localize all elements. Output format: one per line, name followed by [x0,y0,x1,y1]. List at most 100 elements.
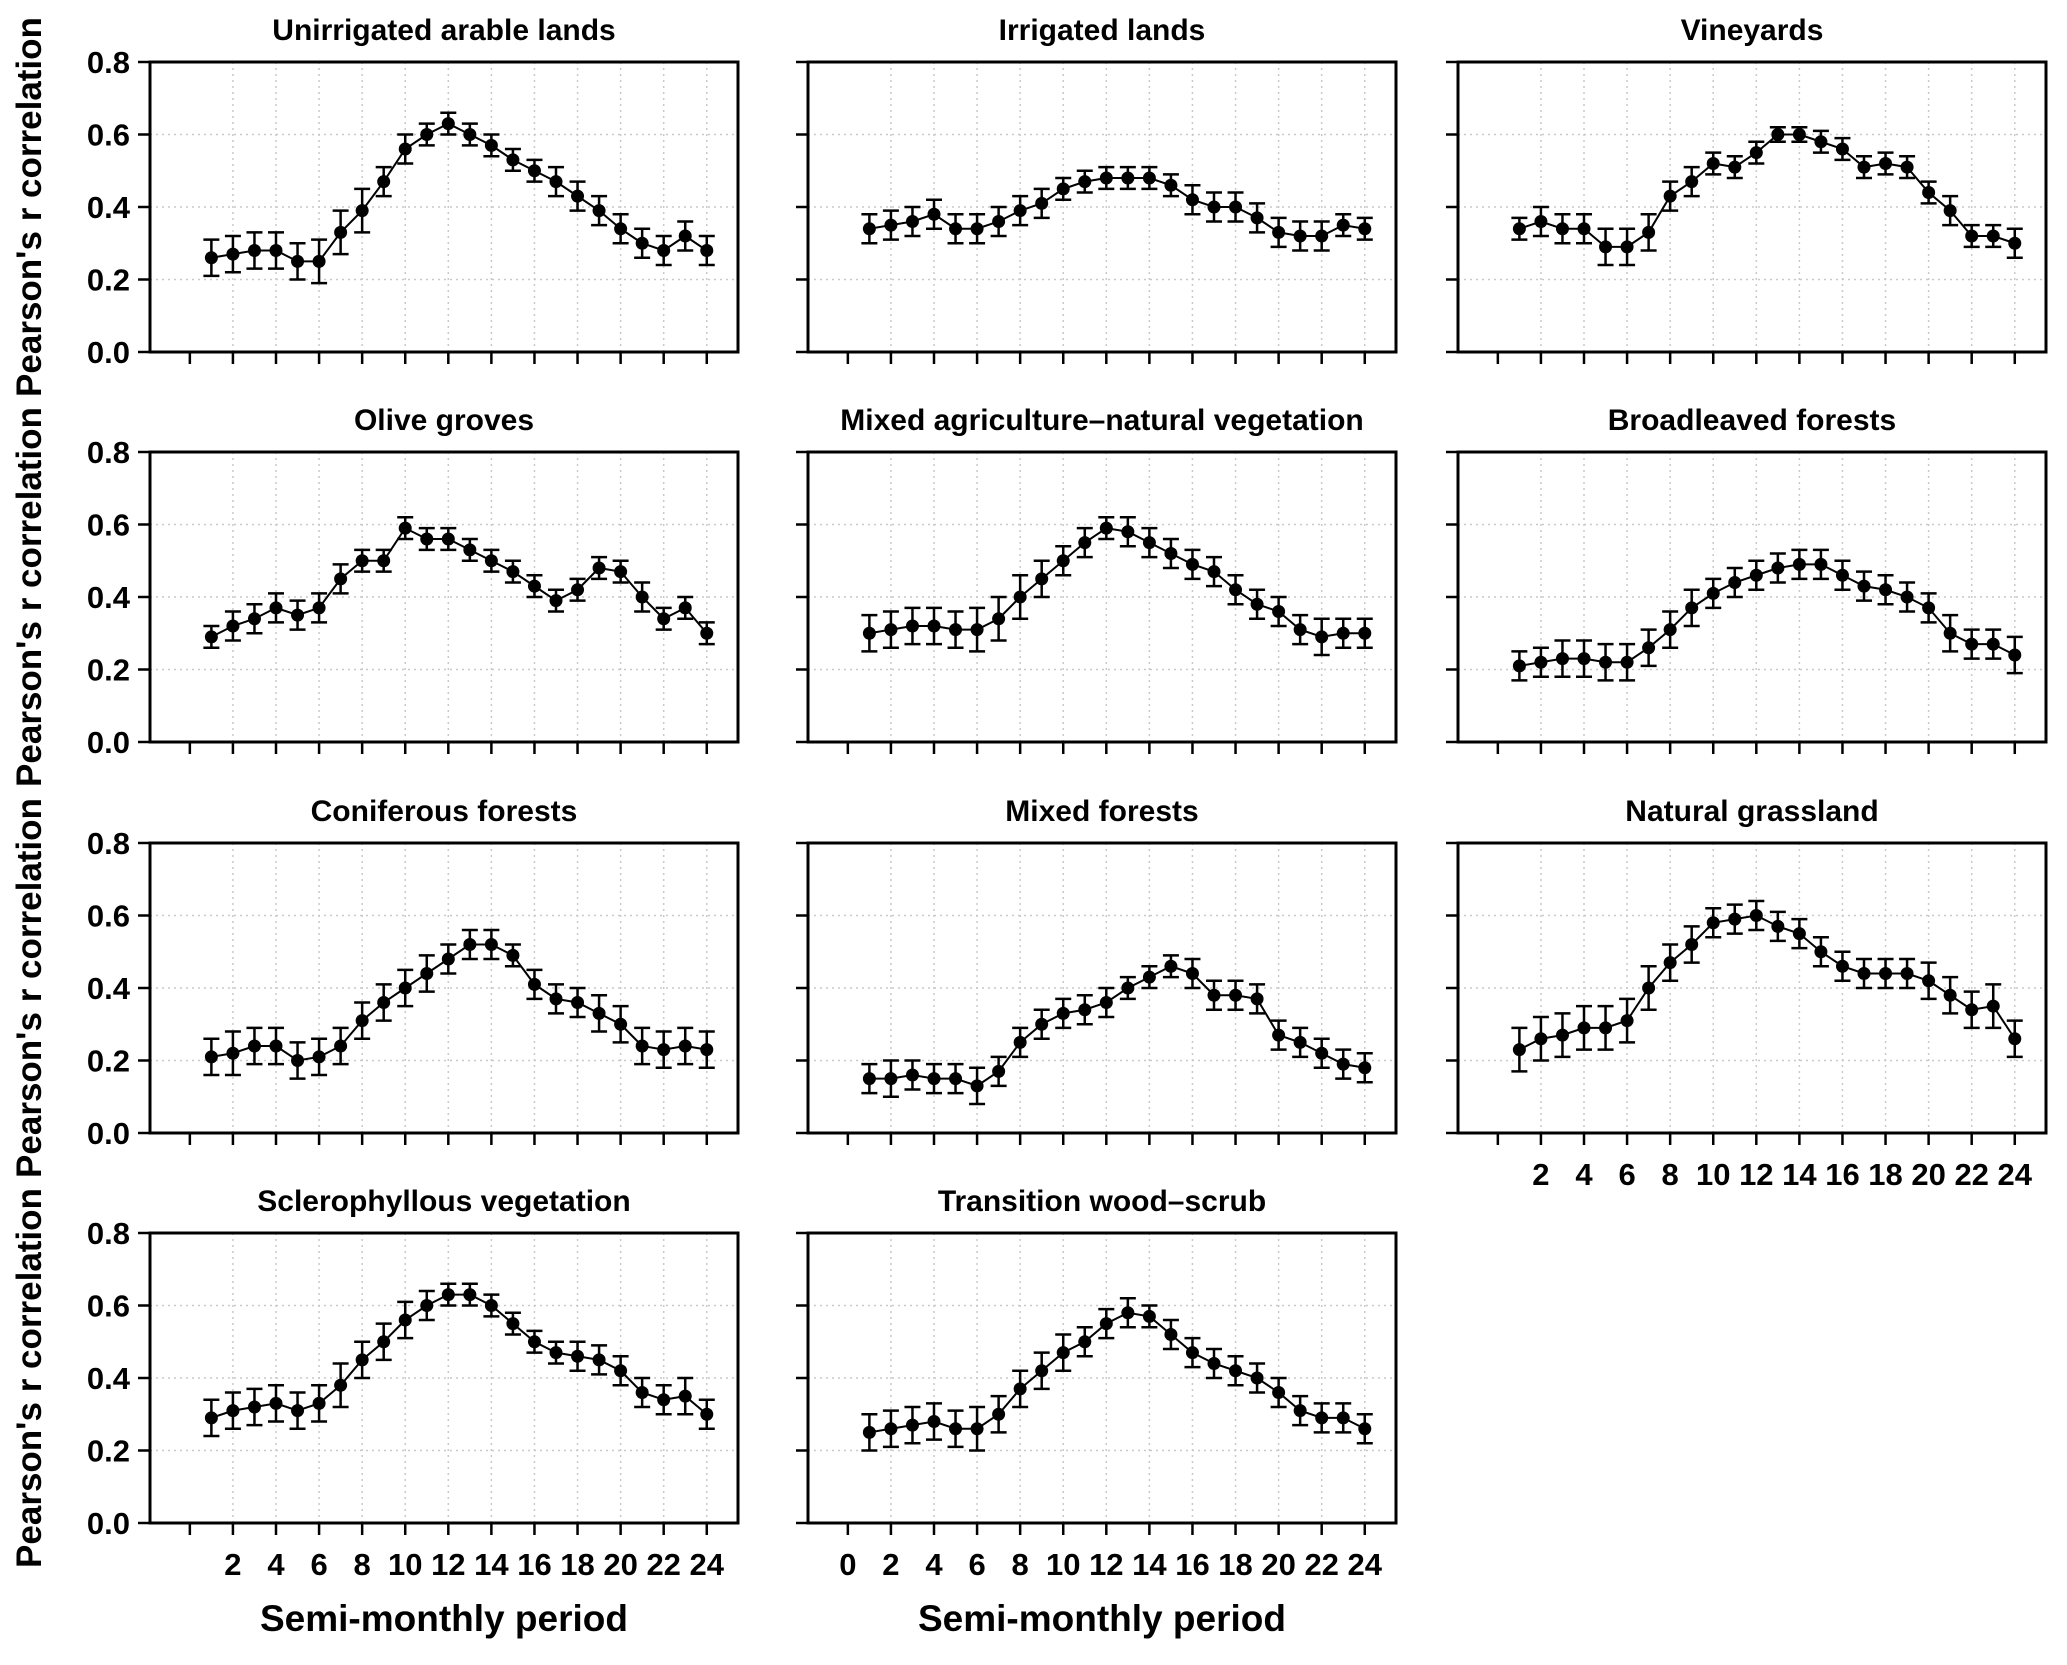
data-point-marker [1099,171,1113,185]
x-tick-label: 10 [388,1547,422,1582]
data-point-marker [1728,912,1742,926]
chart-canvas [796,450,1398,754]
chart-canvas: 0 2 4 6 8 10 12 14 16 18 20 22 24 [796,1231,1398,1582]
data-point-marker [992,1064,1006,1078]
data-point-marker [420,967,434,980]
chart-canvas [1446,60,2048,364]
data-point-marker [1534,1032,1548,1046]
data-points [862,1306,1372,1439]
data-point-marker [635,1039,649,1053]
data-point-marker [1035,1017,1049,1031]
series-line [869,527,1365,638]
data-point-marker [527,1335,541,1349]
chart-title: Coniferous forests [310,795,578,828]
series-line [211,1293,708,1419]
data-point-marker [1142,970,1156,984]
data-point-marker [970,1422,984,1436]
data-point-marker [592,204,606,218]
data-points [862,171,1372,243]
data-point-marker [970,623,984,637]
data-points [1512,128,2022,254]
x-axis-label: Semi-monthly period [260,1598,628,1639]
data-point-marker [927,207,941,221]
data-point-marker [269,601,283,615]
data-point-marker [1685,601,1699,615]
data-point-marker [657,244,671,257]
data-point-marker [355,1014,369,1028]
data-point-marker [1250,992,1264,1006]
data-points [862,959,1372,1093]
y-tick-labels: 0.0 0.2 0.4 0.6 0.8 [87,1216,131,1541]
series-line [211,122,708,263]
y-tick-label: 0.0 [87,1116,130,1151]
data-point-marker [1358,1422,1372,1436]
data-point-marker [1599,655,1613,669]
data-point-marker [884,623,898,637]
data-point-marker [1943,988,1957,1002]
data-point-marker [1250,597,1264,611]
data-point-marker [1534,655,1548,669]
data-point-marker [1965,1003,1979,1017]
y-tick-label: 0.6 [87,899,130,934]
data-point-marker [1272,1028,1286,1042]
data-point-marker [1835,959,1849,973]
data-point-marker [905,215,919,228]
y-tick-label: 0.4 [87,190,131,225]
error-bars [203,1282,715,1438]
data-point-marker [1250,211,1264,225]
data-point-marker [1272,605,1286,618]
data-point-marker [247,1039,261,1053]
chart-title: Mixed agriculture–natural vegetation [840,404,1364,437]
data-point-marker [1555,652,1569,666]
y-tick-label: 0.0 [87,335,130,370]
data-point-marker [247,612,261,626]
chart-title: Sclerophyllous vegetation [257,1185,631,1218]
x-tick-label: 14 [1132,1547,1167,1582]
axis-ticks [138,450,709,754]
data-point-marker [949,222,963,236]
data-point-marker [1922,974,1936,988]
gridlines [150,843,738,1133]
data-point-marker [1706,916,1720,930]
y-tick-label: 0.8 [87,826,130,861]
data-point-marker [1663,189,1677,203]
data-point-marker [334,1378,348,1392]
data-point-marker [226,247,240,261]
data-point-marker [1099,996,1113,1009]
data-point-marker [678,601,692,615]
data-point-marker [1728,160,1742,174]
y-axis-label: Pearson's r correlation [10,798,49,1178]
data-point-marker [1814,557,1828,571]
data-point-marker [1207,565,1221,579]
data-point-marker [463,1288,477,1302]
y-tick-labels: 0.0 0.2 0.4 0.6 0.8 [87,435,131,760]
data-point-marker [635,236,649,250]
data-point-marker [506,565,520,579]
data-point-marker [1642,225,1656,239]
x-tick-label: 22 [1954,1157,1988,1192]
data-point-marker [1792,128,1806,141]
data-point-marker [992,1407,1006,1421]
data-point-marker [1900,590,1914,604]
data-point-marker [1577,1021,1591,1035]
series-line [1519,133,2016,248]
y-axis-label: Pearson's r correlation [10,1188,49,1568]
data-point-marker [1315,1411,1329,1425]
data-point-marker [226,1046,240,1060]
y-tick-label: 0.2 [87,1044,130,1079]
data-point-marker [527,164,541,178]
y-tick-label: 0.4 [87,580,131,615]
chart-title: Vineyards [1680,14,1824,47]
gridlines [1458,452,2046,742]
x-tick-label: 16 [1175,1547,1209,1582]
series-line [1518,914,2016,1051]
data-point-marker [1512,659,1526,673]
data-point-marker [1078,1003,1092,1017]
y-tick-label: 0.2 [87,1434,130,1469]
data-point-marker [1336,1411,1350,1425]
y-tick-label: 0.6 [87,1289,130,1324]
data-point-marker [1336,1057,1350,1071]
data-point-marker [441,117,455,131]
data-point-marker [1185,557,1199,571]
